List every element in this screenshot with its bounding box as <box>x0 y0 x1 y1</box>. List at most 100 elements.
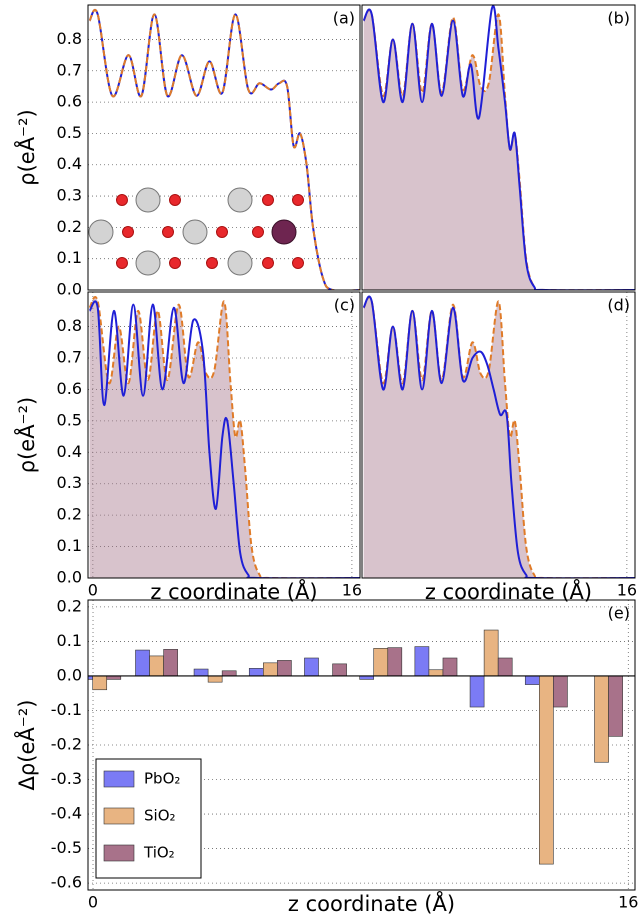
y-tick-label: 0.0 <box>57 280 82 299</box>
y-tick-label: 0.6 <box>57 92 82 111</box>
y-tick-label: 0.4 <box>57 154 82 173</box>
y-tick-label: -0.6 <box>51 873 82 892</box>
y-tick-label: 0.2 <box>57 596 82 615</box>
bar <box>387 647 403 677</box>
plot-area <box>88 600 635 890</box>
y-tick-label: 0.7 <box>57 60 82 79</box>
atom-small <box>116 257 128 269</box>
bar <box>193 668 209 677</box>
x-tick-label: 0 <box>88 581 98 600</box>
area <box>363 9 635 290</box>
bar <box>608 675 623 737</box>
atom-small <box>262 194 274 206</box>
y-tick-label: 0.1 <box>57 631 82 650</box>
atom-small <box>169 194 181 206</box>
y-tick-label: 0.3 <box>57 186 82 205</box>
y-axis-label: ρ(eÅ⁻²) <box>13 109 39 186</box>
panel-label: (a) <box>333 9 355 28</box>
plot-area <box>362 5 635 290</box>
atom-small <box>216 226 228 238</box>
line <box>362 295 635 578</box>
y-tick-label: 0.1 <box>57 248 82 267</box>
bar <box>135 649 150 677</box>
legend-swatch <box>103 844 135 862</box>
bar <box>553 675 568 708</box>
area <box>363 296 635 578</box>
atom-small <box>262 257 274 269</box>
bar <box>497 657 513 677</box>
line <box>362 295 635 578</box>
atom-small <box>206 257 218 269</box>
y-tick-label: 0.1 <box>57 536 82 555</box>
y-tick-label: 0.8 <box>57 316 82 335</box>
y-tick-label: -0.4 <box>51 804 82 823</box>
y-axis-label: ρ(eÅ⁻²) <box>13 397 39 474</box>
atom-large <box>135 250 161 276</box>
y-tick-label: 0.0 <box>57 665 82 684</box>
area <box>89 296 360 578</box>
atom-large <box>227 250 253 276</box>
atom-small <box>122 226 134 238</box>
bar <box>304 657 319 677</box>
atom-small <box>162 226 174 238</box>
line <box>88 295 360 578</box>
bar <box>207 675 223 683</box>
atom-large <box>182 219 208 245</box>
plot-area <box>362 292 635 578</box>
bar <box>221 670 237 677</box>
atom-small <box>169 257 181 269</box>
panel-label: (d) <box>607 296 630 315</box>
y-tick-label: -0.2 <box>51 735 82 754</box>
atom-small <box>292 194 304 206</box>
line <box>88 8 360 290</box>
bar <box>277 660 292 677</box>
bar <box>373 648 389 677</box>
y-tick-label: -0.5 <box>51 838 82 857</box>
legend-swatch <box>103 770 135 788</box>
atom-dopant <box>271 219 297 245</box>
legend-label: SiO₂ <box>144 807 176 825</box>
bar <box>428 669 444 677</box>
y-tick-label: 0.7 <box>57 348 82 367</box>
x-tick-label: 16 <box>342 581 362 600</box>
bar <box>163 649 178 677</box>
atom-small <box>292 257 304 269</box>
panel: 0.2 0.1 0.0 -0.1 -0.2 -0.3 -0.4 -0.5 -0.6 0 16 PbO₂… <box>13 596 638 916</box>
y-tick-label: 0.5 <box>57 123 82 142</box>
bar <box>149 655 164 677</box>
atom-large <box>227 187 253 213</box>
y-tick-label: -0.1 <box>51 700 82 719</box>
legend-label: TiO₂ <box>143 844 175 862</box>
atom-schematic <box>88 187 304 276</box>
plot-frame <box>87 4 361 291</box>
bar <box>263 662 278 677</box>
y-tick-label: 0.2 <box>57 505 82 524</box>
plot-frame <box>361 4 636 291</box>
bar <box>92 675 108 691</box>
legend-label: PbO₂ <box>144 770 180 788</box>
y-tick-label: 0.8 <box>57 29 82 48</box>
plot-area <box>88 292 360 578</box>
plot-area <box>88 8 360 290</box>
x-tick-label: 16 <box>618 893 638 912</box>
y-tick-label: 0.5 <box>57 410 82 429</box>
panel: 0.0 0.1 0.2 0.3 0.4 0.5 0.6 0.7 0.8 (a) ρ(eÅ⁻²) <box>13 4 361 299</box>
y-tick-label: 0.0 <box>57 568 82 587</box>
panel-label: (b) <box>607 9 630 28</box>
bar <box>594 675 609 763</box>
bar <box>414 646 430 677</box>
y-tick-label: 0.3 <box>57 473 82 492</box>
y-tick-label: 0.2 <box>57 217 82 236</box>
y-axis-label: Δρ(eÅ⁻²) <box>13 700 39 791</box>
plot-frame <box>87 291 361 579</box>
line <box>362 5 635 290</box>
atom-large <box>135 187 161 213</box>
y-tick-label: 0.4 <box>57 442 82 461</box>
bar <box>442 657 458 677</box>
atom-small <box>252 226 264 238</box>
x-tick-label: 16 <box>617 581 637 600</box>
bar <box>524 675 540 685</box>
x-tick-label: 0 <box>88 893 98 912</box>
panel: (b) <box>361 4 636 291</box>
